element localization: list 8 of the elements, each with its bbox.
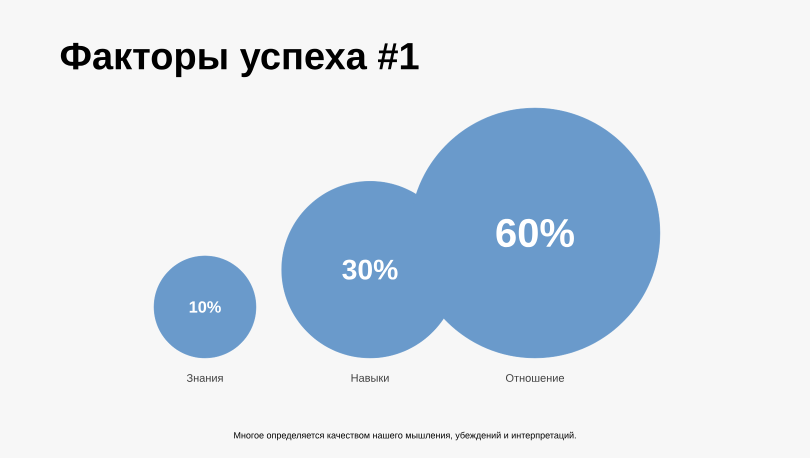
text: Многое определяется качеством нашего мышления, убеждений и интерпретаций. [234, 432, 576, 440]
data-label: 30% [342, 260, 398, 280]
category-label: Отношение [506, 374, 564, 382]
category-label: Навыки [352, 374, 389, 382]
category-label: Знания [186, 374, 223, 382]
data-label: 60% [496, 218, 574, 248]
text: Факторы успеха #1 [60, 42, 419, 78]
data-label: 10% [190, 301, 221, 313]
